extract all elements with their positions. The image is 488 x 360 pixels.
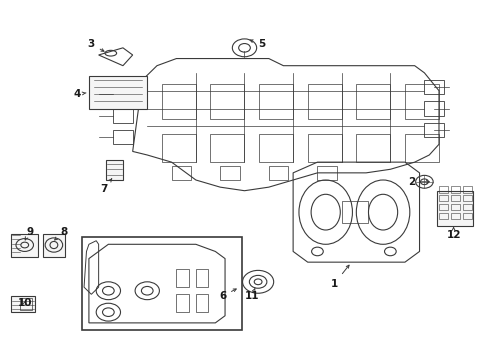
Bar [462, 186, 471, 193]
Bar [462, 213, 471, 219]
Bar [162, 134, 196, 162]
Text: 1: 1 [330, 265, 348, 289]
Bar [196, 269, 207, 287]
Bar [176, 269, 188, 287]
Bar [210, 84, 244, 119]
Bar [171, 166, 191, 180]
Bar [450, 195, 459, 202]
Bar [356, 84, 389, 119]
Bar [317, 166, 336, 180]
Bar [196, 294, 207, 312]
Bar [113, 109, 132, 123]
Bar [462, 195, 471, 202]
Bar [220, 166, 239, 180]
Text: 10: 10 [18, 298, 32, 308]
Text: 9: 9 [25, 227, 33, 240]
Text: 6: 6 [219, 289, 236, 301]
Text: 4: 4 [73, 89, 86, 99]
Bar [210, 134, 244, 162]
Bar [11, 296, 35, 312]
Bar [106, 160, 122, 180]
Bar [113, 130, 132, 144]
Bar [438, 213, 447, 219]
Bar [450, 204, 459, 210]
Bar [20, 298, 32, 310]
Bar [404, 84, 438, 119]
Bar [176, 294, 188, 312]
Bar [436, 191, 472, 226]
Text: 8: 8 [55, 227, 67, 240]
Bar [268, 166, 287, 180]
Bar [438, 204, 447, 210]
Bar [42, 234, 64, 257]
Bar [438, 186, 447, 193]
Bar [162, 84, 196, 119]
Bar [356, 134, 389, 162]
Bar [11, 234, 38, 257]
Bar [307, 84, 341, 119]
Bar [259, 84, 292, 119]
Bar [341, 202, 368, 223]
Text: 5: 5 [249, 39, 264, 49]
Bar [113, 87, 132, 102]
Bar [81, 237, 242, 330]
Text: 2: 2 [408, 177, 428, 187]
Text: 11: 11 [244, 288, 259, 301]
Text: 7: 7 [100, 179, 112, 194]
Text: 12: 12 [446, 227, 460, 240]
Bar [450, 186, 459, 193]
Text: 3: 3 [87, 39, 104, 51]
Bar [307, 134, 341, 162]
Bar [404, 134, 438, 162]
Bar [438, 195, 447, 202]
Bar [89, 76, 147, 109]
Bar [424, 80, 443, 94]
Bar [424, 123, 443, 137]
Bar [424, 102, 443, 116]
Bar [450, 213, 459, 219]
Bar [259, 134, 292, 162]
Bar [462, 204, 471, 210]
